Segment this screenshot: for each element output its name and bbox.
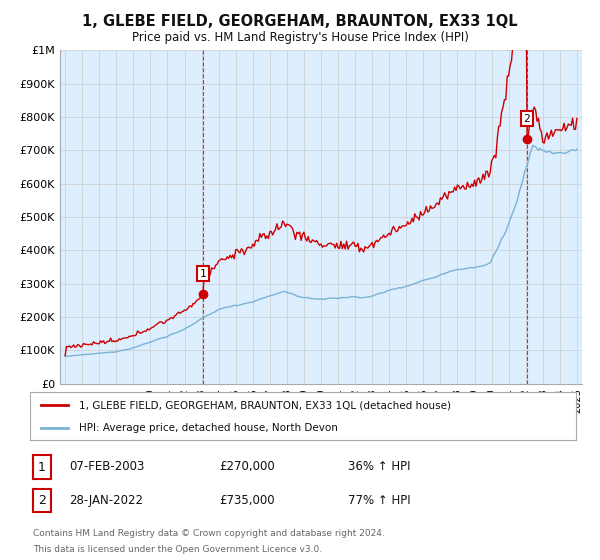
Text: £735,000: £735,000 <box>219 493 275 507</box>
Text: 28-JAN-2022: 28-JAN-2022 <box>69 493 143 507</box>
Text: 36% ↑ HPI: 36% ↑ HPI <box>348 460 410 473</box>
Text: HPI: Average price, detached house, North Devon: HPI: Average price, detached house, Nort… <box>79 423 338 433</box>
Text: Price paid vs. HM Land Registry's House Price Index (HPI): Price paid vs. HM Land Registry's House … <box>131 31 469 44</box>
Text: 1: 1 <box>200 269 206 279</box>
Text: 77% ↑ HPI: 77% ↑ HPI <box>348 493 410 507</box>
Text: 1: 1 <box>38 460 46 474</box>
Text: This data is licensed under the Open Government Licence v3.0.: This data is licensed under the Open Gov… <box>33 545 322 554</box>
Text: 1, GLEBE FIELD, GEORGEHAM, BRAUNTON, EX33 1QL: 1, GLEBE FIELD, GEORGEHAM, BRAUNTON, EX3… <box>82 14 518 29</box>
Text: £270,000: £270,000 <box>219 460 275 473</box>
Text: 2: 2 <box>524 114 530 124</box>
Text: 1, GLEBE FIELD, GEORGEHAM, BRAUNTON, EX33 1QL (detached house): 1, GLEBE FIELD, GEORGEHAM, BRAUNTON, EX3… <box>79 400 451 410</box>
Text: 2: 2 <box>38 494 46 507</box>
Text: 07-FEB-2003: 07-FEB-2003 <box>69 460 145 473</box>
Text: Contains HM Land Registry data © Crown copyright and database right 2024.: Contains HM Land Registry data © Crown c… <box>33 529 385 538</box>
